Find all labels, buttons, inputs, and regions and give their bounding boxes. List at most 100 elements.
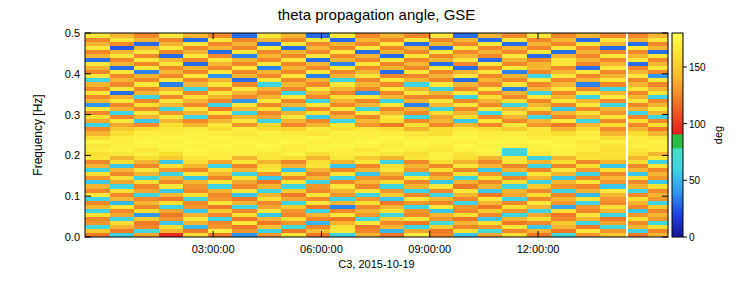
heatmap-cell [628,188,648,193]
heatmap-cell [628,94,648,99]
colorbar-tick-label: 50 [689,175,701,186]
heatmap-cell [208,213,233,218]
heatmap-cell [110,53,135,58]
heatmap-cell [502,225,527,230]
heatmap-cell [576,123,601,128]
heatmap-cell [502,49,527,54]
heatmap-cell [527,147,552,152]
heatmap-cell [576,49,601,54]
heatmap-cell [159,217,184,222]
heatmap-cell [85,221,110,226]
heatmap-cell [404,172,429,177]
heatmap-cell [551,123,576,128]
heatmap-cell [159,53,184,58]
heatmap-cell [134,131,159,136]
heatmap-cell [502,192,527,197]
heatmap-cell [306,184,331,189]
heatmap-cell [527,98,552,103]
heatmap-cell [281,176,306,181]
heatmap-cell [576,135,601,140]
heatmap-cell [330,139,355,144]
heatmap-cell [628,45,648,50]
heatmap-cell [208,155,233,160]
heatmap-cell [648,172,668,177]
heatmap-cell [453,115,478,120]
heatmap-cell [628,37,648,42]
heatmap-cell [134,57,159,62]
heatmap-cell [502,221,527,226]
heatmap-cell [551,78,576,83]
heatmap-cell [134,115,159,120]
heatmap-cell [355,184,380,189]
heatmap-cell [551,184,576,189]
heatmap-cell [478,123,503,128]
heatmap-cell [85,180,110,185]
heatmap-cell [355,66,380,71]
heatmap-cell [628,147,648,152]
heatmap-cell [453,180,478,185]
heatmap-cell [306,102,331,107]
heatmap-cell [527,94,552,99]
heatmap-cell [159,102,184,107]
heatmap-cell [232,200,257,205]
heatmap-cell [281,208,306,213]
heatmap-cell [478,98,503,103]
heatmap-cell [183,229,208,234]
heatmap-cell [232,94,257,99]
heatmap-cell [478,184,503,189]
heatmap-cell [85,213,110,218]
heatmap-cell [527,62,552,67]
heatmap-cell [600,66,625,71]
chart-root: 03:00:0006:00:0009:00:0012:00:000.00.10.… [0,0,750,300]
heatmap-cell [110,221,135,226]
heatmap-cell [380,172,405,177]
heatmap-cell [576,180,601,185]
heatmap-cell [404,208,429,213]
heatmap-cell [159,74,184,79]
heatmap-cell [404,33,429,38]
heatmap-cell [281,188,306,193]
heatmap-cell [648,37,668,42]
heatmap-cell [628,176,648,181]
heatmap-cell [330,229,355,234]
heatmap-cell [429,49,454,54]
heatmap-cell [527,180,552,185]
heatmap-cell [628,86,648,91]
heatmap-cell [648,229,668,234]
heatmap-cell [648,131,668,136]
heatmap-cell [648,159,668,164]
heatmap-cell [380,70,405,75]
heatmap-cell [208,66,233,71]
heatmap-cell [576,57,601,62]
heatmap-cell [648,119,668,124]
heatmap-cell [208,115,233,120]
heatmap-cell [628,151,648,156]
heatmap-cell [208,143,233,148]
heatmap-cell [257,135,282,140]
heatmap-cell [134,180,159,185]
heatmap-cell [648,94,668,99]
heatmap-cell [404,94,429,99]
y-tick [85,73,91,74]
heatmap-cell [159,221,184,226]
heatmap-cell [159,155,184,160]
heatmap-cell [85,176,110,181]
heatmap-cell [648,155,668,160]
heatmap-cell [281,217,306,222]
heatmap-cell [648,45,668,50]
x-tick [538,231,539,237]
heatmap-cell [576,192,601,197]
heatmap-cell [110,102,135,107]
heatmap-cell [453,139,478,144]
heatmap-cell [208,192,233,197]
heatmap-cell [404,115,429,120]
heatmap-cell [85,33,110,38]
heatmap-cell [453,184,478,189]
heatmap-cell [527,37,552,42]
heatmap-cell [478,159,503,164]
heatmap-cell [551,192,576,197]
heatmap-cell [208,41,233,46]
heatmap-cell [134,147,159,152]
heatmap-cell [232,106,257,111]
heatmap-cell [453,78,478,83]
